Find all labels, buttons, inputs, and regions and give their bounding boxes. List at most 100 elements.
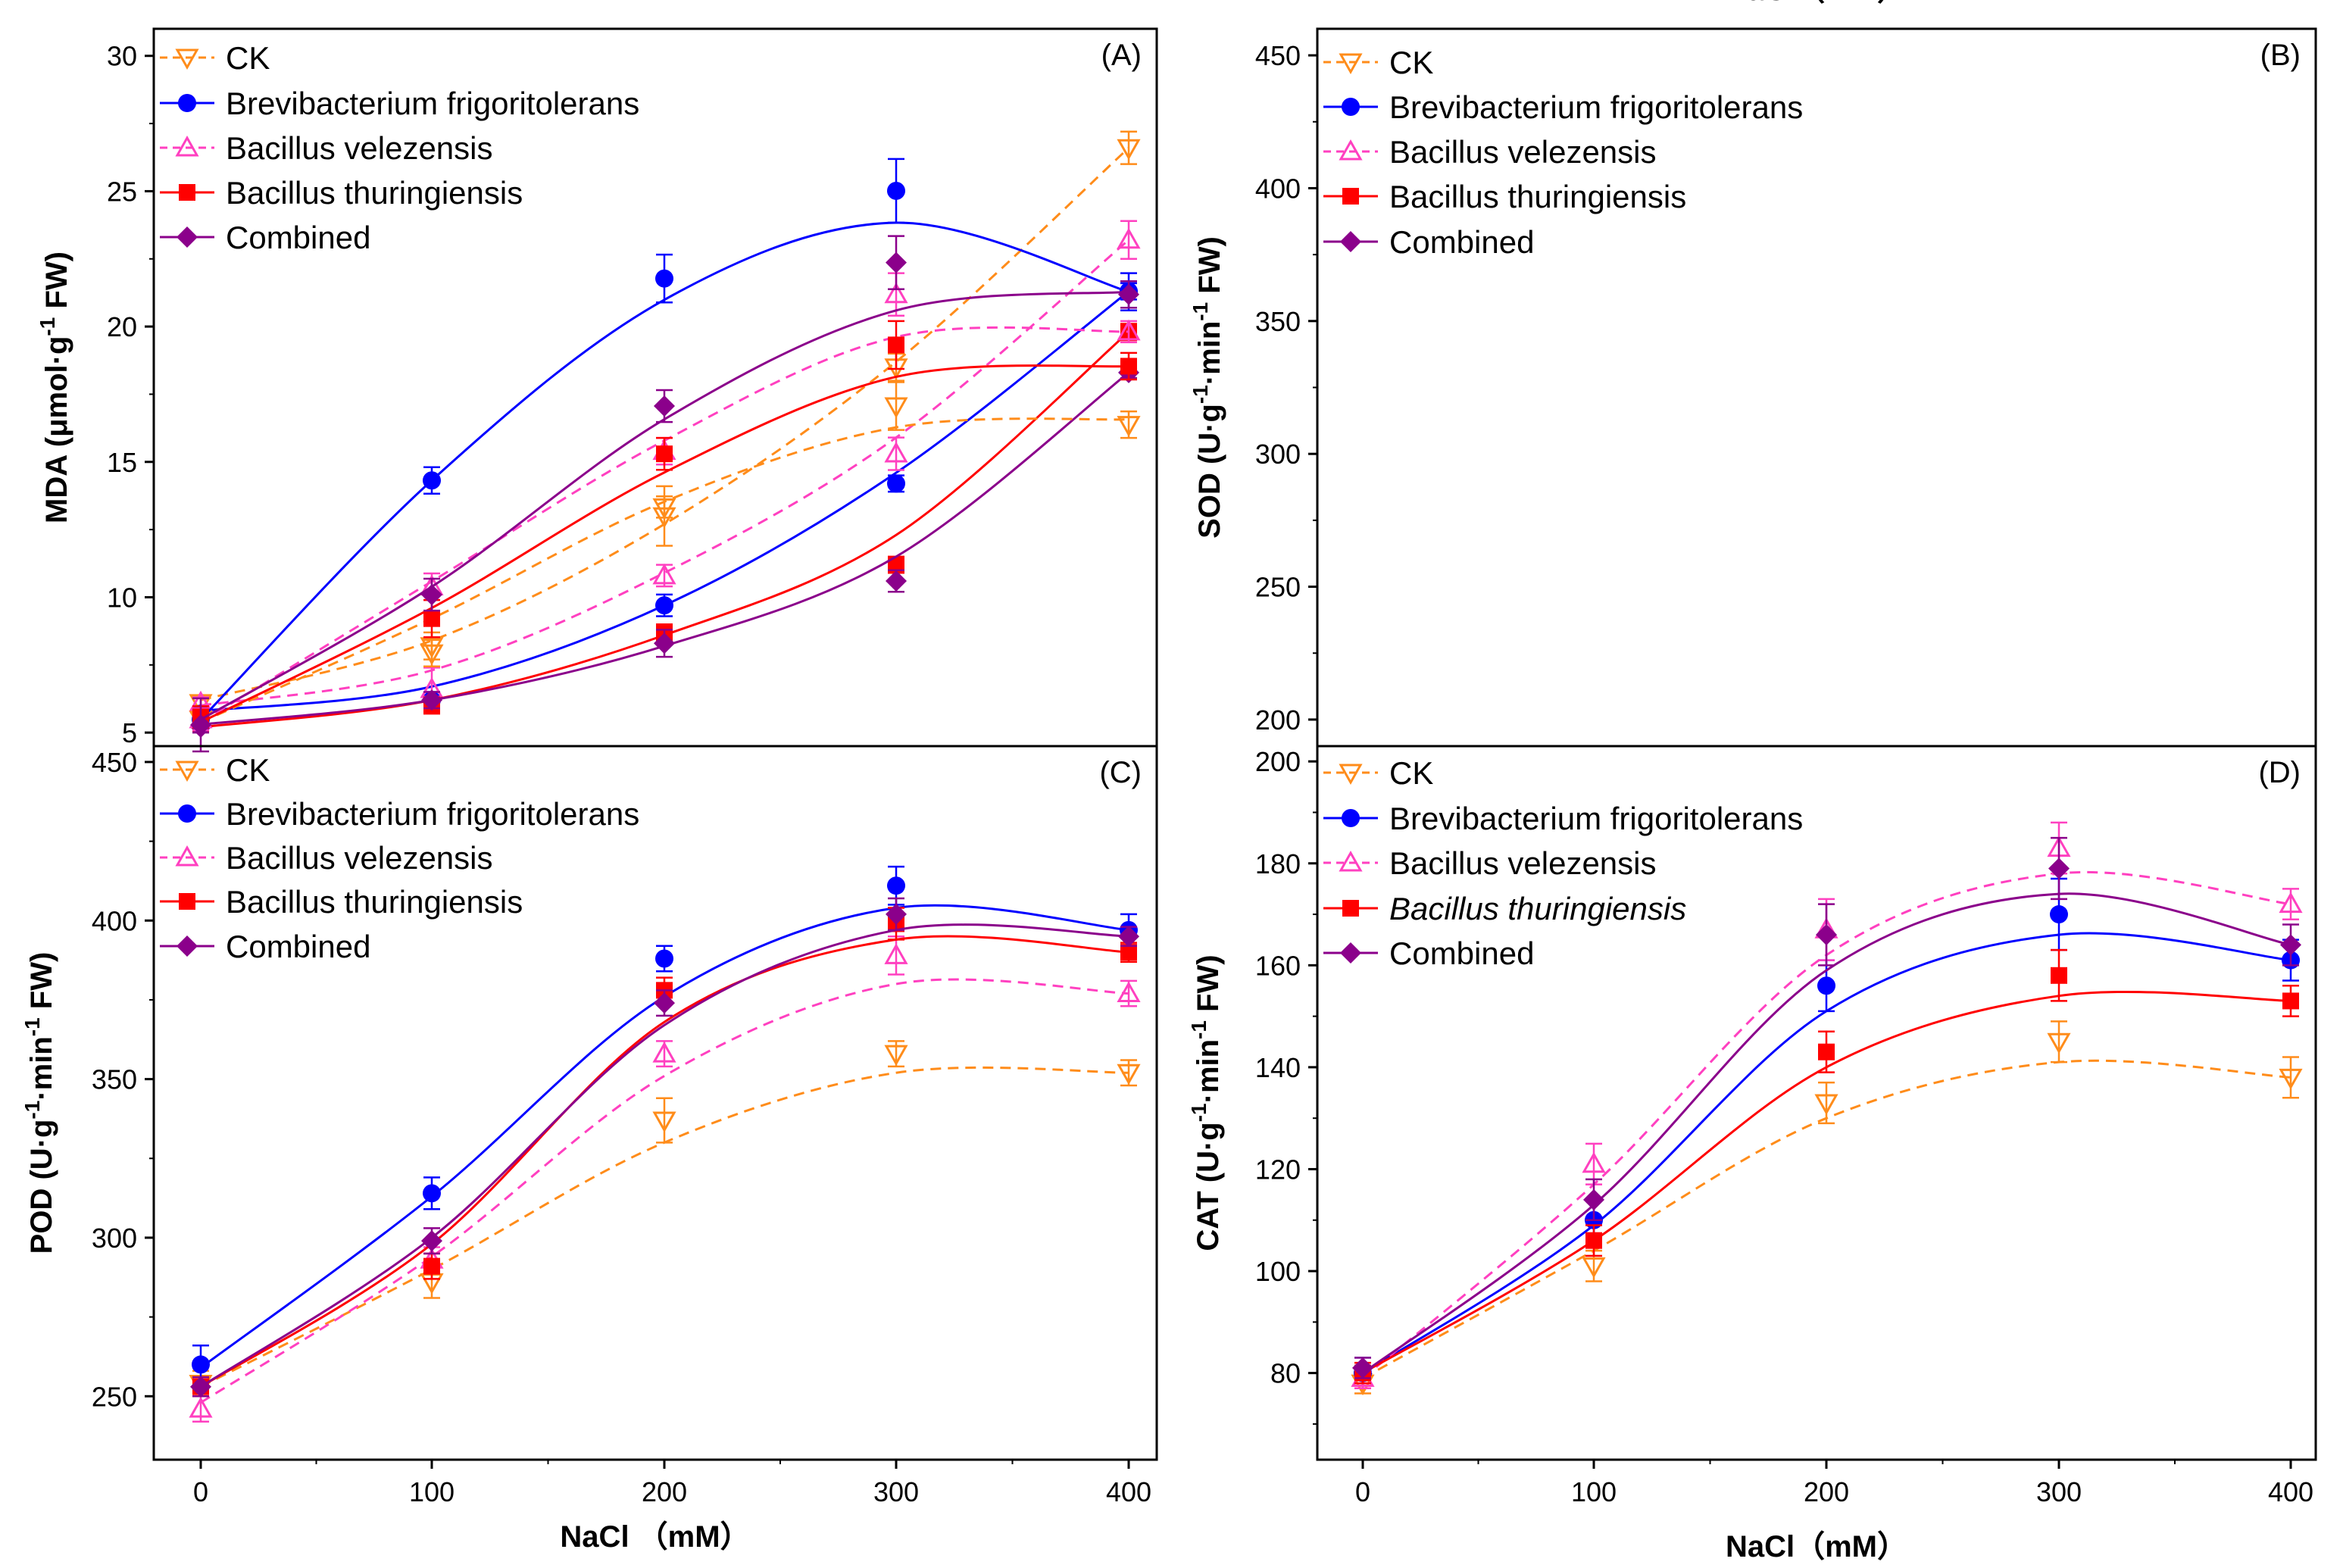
y-axis-label-part: ·min	[1193, 321, 1226, 385]
marker-bacillus-thuringiensis-4	[2282, 992, 2299, 1010]
legend-label: CK	[226, 40, 270, 76]
x-tick-label: 0	[193, 1476, 208, 1507]
marker-bacillus-thuringiensis-2	[1818, 1043, 1835, 1060]
marker-bacillus-thuringiensis-3	[2051, 967, 2067, 984]
marker-bacillus-velezensis-3	[884, 442, 908, 463]
legend-label: Combined	[226, 220, 370, 255]
y-tick-label: 450	[92, 747, 137, 778]
y-tick-label: 250	[1255, 572, 1301, 603]
legend-label: Brevibacterium frigoritolerans	[1389, 801, 1803, 836]
x-axis-label: NaCl（mM）	[1726, 1530, 1907, 1563]
legend-label: Brevibacterium frigoritolerans	[1389, 89, 1803, 125]
x-axis-label: NaCl（mM）	[1726, 0, 1907, 7]
fit-curve	[200, 904, 1129, 1369]
y-tick-label: 120	[1255, 1154, 1301, 1185]
marker-brevibacterium-frigoritolerans-3	[887, 474, 905, 493]
marker-combined-3	[886, 903, 907, 925]
legend-label: Bacillus velezensis	[226, 130, 493, 166]
y-axis-label-superscript: -1	[1187, 1103, 1211, 1122]
y-tick-label: 300	[1255, 439, 1301, 470]
fit-curve	[1362, 870, 2291, 1379]
marker-ck-2	[652, 1111, 676, 1133]
legend-label: CK	[226, 752, 270, 788]
marker-combined-4	[1118, 926, 1139, 948]
y-tick-label: 350	[92, 1064, 137, 1095]
marker-brevibacterium-frigoritolerans-3	[887, 181, 905, 200]
series-ck	[1351, 1020, 2303, 1396]
marker-ck-3	[884, 397, 908, 419]
plot-frame	[152, 745, 1158, 1461]
marker-combined-1	[1583, 1188, 1604, 1210]
marker-bacillus-velezensis-1	[1582, 1151, 1606, 1173]
y-tick-label: 20	[107, 311, 137, 342]
legend-label: Combined	[1389, 224, 1534, 260]
marker-brevibacterium-frigoritolerans-2	[655, 949, 673, 968]
marker-combined-1	[421, 584, 442, 606]
marker-combined-legend	[1340, 231, 1361, 252]
panel-d: 80 100 120 140 160 180 200 0 100 200 300 400 CAT (U·…	[1187, 745, 2317, 1563]
marker-combined-4	[2280, 934, 2301, 956]
y-axis-label-superscript: -1	[1189, 385, 1212, 404]
marker-bacillus-velezensis-3	[884, 943, 908, 964]
marker-bacillus-thuringiensis-3	[888, 556, 904, 573]
legend-label: Bacillus thuringiensis	[226, 884, 523, 920]
legend-label: Brevibacterium frigoritolerans	[226, 86, 639, 121]
y-axis-label-part: ·min	[1192, 1039, 1225, 1103]
marker-combined-2	[654, 992, 675, 1014]
panel-label: (B)	[2260, 39, 2301, 72]
marker-brevibacterium-frigoritolerans-legend	[1342, 98, 1360, 116]
y-axis-label: MDA (μmol·g-1 FW)	[36, 251, 73, 523]
legend-label: Combined	[226, 929, 370, 964]
panel-label: (D)	[2258, 756, 2301, 789]
marker-brevibacterium-frigoritolerans-3	[2050, 905, 2068, 924]
marker-combined-3	[2048, 857, 2070, 879]
marker-combined-legend	[177, 935, 198, 957]
marker-combined-2	[1816, 923, 1837, 945]
marker-bacillus-velezensis-legend	[175, 135, 199, 157]
marker-bacillus-velezensis-2	[652, 563, 676, 585]
marker-combined-2	[654, 633, 675, 654]
marker-brevibacterium-frigoritolerans-legend	[1342, 809, 1360, 827]
series-combined	[190, 897, 1139, 1398]
series-bacillus-thuringiensis	[1354, 948, 2299, 1385]
marker-ck-4	[2279, 1068, 2303, 1090]
fit-curve	[200, 364, 1129, 723]
x-tick-label: 200	[1804, 1476, 1849, 1507]
legend-label: Bacillus thuringiensis	[1389, 179, 1686, 214]
marker-bacillus-velezensis-4	[1117, 319, 1141, 341]
marker-bacillus-velezensis-3	[884, 282, 908, 304]
marker-bacillus-thuringiensis-legend	[1342, 188, 1359, 205]
marker-brevibacterium-frigoritolerans-legend	[178, 94, 196, 112]
x-tick-label: 0	[1355, 1476, 1370, 1507]
y-axis-label: CAT (U·g-1·min-1 FW)	[1187, 954, 1225, 1251]
y-axis-label-part: FW)	[40, 251, 73, 317]
y-tick-label: 200	[1255, 704, 1301, 736]
marker-ck-legend	[1339, 764, 1363, 786]
marker-bacillus-thuringiensis-1	[1585, 1232, 1602, 1249]
marker-bacillus-velezensis-legend	[1339, 850, 1363, 872]
y-tick-label: 10	[107, 582, 137, 613]
marker-bacillus-velezensis-2	[652, 1042, 676, 1063]
marker-combined-legend	[1340, 942, 1361, 964]
plot-frame	[1316, 745, 2317, 1461]
fit-curve	[1362, 932, 2291, 1374]
marker-brevibacterium-frigoritolerans-1	[423, 1184, 441, 1203]
y-tick-label: 250	[92, 1381, 137, 1412]
marker-ck-1	[420, 644, 444, 666]
marker-ck-2	[652, 498, 676, 520]
y-axis-label-superscript: -1	[1189, 302, 1212, 321]
marker-brevibacterium-frigoritolerans-2	[655, 596, 673, 615]
marker-brevibacterium-frigoritolerans-2	[1817, 976, 1835, 995]
y-tick-label: 160	[1255, 950, 1301, 981]
marker-bacillus-thuringiensis-legend	[1342, 900, 1359, 917]
y-tick-label: 140	[1255, 1052, 1301, 1083]
y-axis-label-part: FW)	[25, 952, 58, 1018]
y-axis-label-part: FW)	[1192, 954, 1225, 1020]
y-tick-label: 400	[92, 905, 137, 936]
marker-brevibacterium-frigoritolerans-2	[655, 269, 673, 288]
x-tick-label: 400	[1106, 1476, 1151, 1507]
y-tick-label: 15	[107, 447, 137, 478]
marker-combined-1	[421, 689, 442, 711]
